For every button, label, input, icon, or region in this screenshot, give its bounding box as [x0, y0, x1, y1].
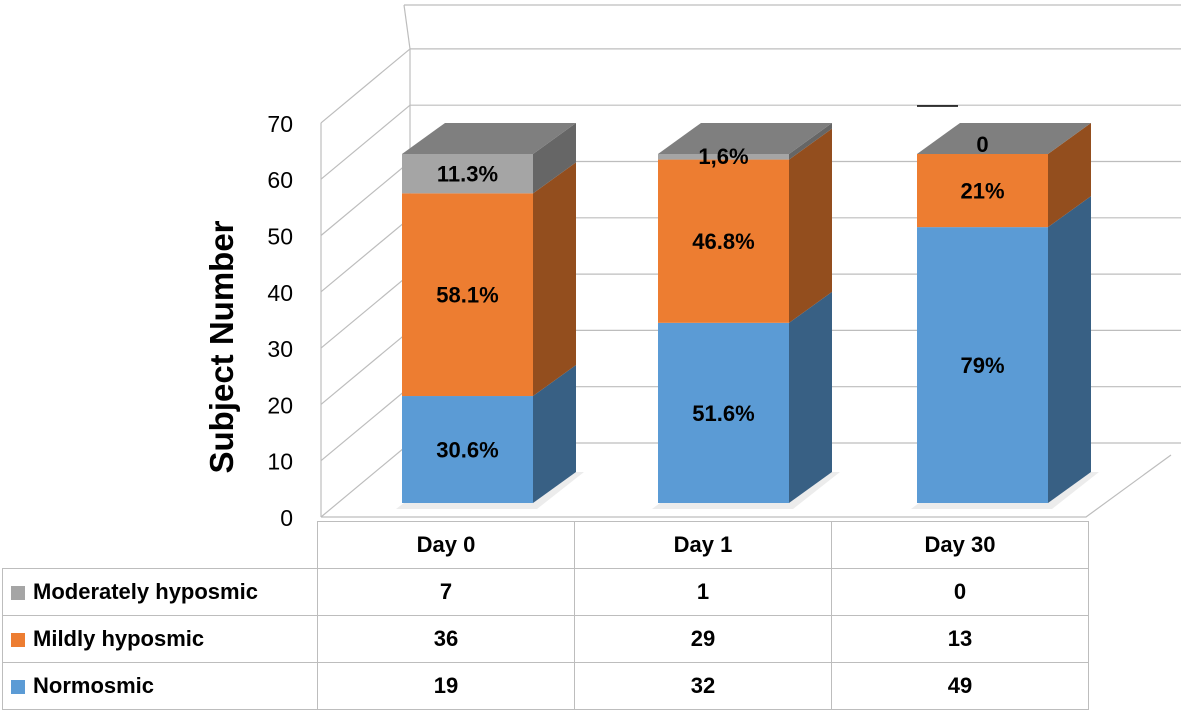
category-label: Day 0 — [317, 521, 575, 569]
table-cell-value: 19 — [317, 662, 575, 710]
data-label-normosmic: 79% — [960, 353, 1004, 378]
table-row-mildly-hyposmic: Mildly hyposmic 36 29 13 — [2, 615, 1089, 663]
gridline-side — [320, 48, 411, 124]
legend-entry: Mildly hyposmic — [2, 615, 318, 663]
gridline-side — [320, 161, 411, 236]
table-row-moderately-hyposmic: Moderately hyposmic 7 1 0 — [2, 568, 1089, 616]
legend-swatch-orange — [11, 633, 25, 647]
gridline-side — [320, 329, 411, 405]
data-label-normosmic: 30.6% — [436, 438, 498, 463]
gridline-side — [320, 104, 411, 180]
bar-segment-normosmic-side — [533, 365, 576, 503]
legend-entry: Moderately hyposmic — [2, 568, 318, 616]
legend-swatch-blue — [11, 680, 25, 694]
data-label-moderately-hyposmic: 0 — [976, 132, 988, 157]
table-cell-value: 32 — [574, 662, 832, 710]
bar-segment-mildly-hyposmic-side — [1048, 122, 1091, 228]
bar-segment-mildly-hyposmic-side — [533, 162, 576, 397]
y-tick-label: 10 — [267, 449, 293, 475]
bar-segment-normosmic-side — [1048, 196, 1091, 503]
data-label-mildly-hyposmic: 58.1% — [436, 283, 498, 308]
bar-top-face — [658, 122, 832, 154]
bar-segment-mildly-hyposmic — [658, 159, 789, 323]
bar-segment-mildly-hyposmic — [402, 193, 533, 397]
data-label-mildly-hyposmic: 46.8% — [692, 229, 754, 254]
gridline-side — [320, 386, 411, 462]
category-label: Day 1 — [574, 521, 832, 569]
bar-segment-normosmic — [658, 322, 789, 503]
gridline-side — [320, 217, 411, 293]
gridline-side — [320, 273, 411, 349]
y-tick-label: 20 — [267, 392, 293, 418]
bar-segment-moderately-hyposmic-side — [533, 122, 576, 194]
legend-label: Mildly hyposmic — [33, 626, 205, 651]
y-tick-label: 0 — [280, 505, 293, 531]
bar-segment-normosmic — [402, 396, 533, 503]
wall-top-edge — [403, 4, 411, 49]
data-label-moderately-hyposmic: 11.3% — [437, 162, 498, 187]
data-label-mildly-hyposmic: 21% — [960, 179, 1004, 204]
gridline-side — [320, 442, 411, 518]
data-table: Day 0 Day 1 Day 30 Moderately hyposmic 7… — [2, 521, 1089, 710]
bar-top-face — [402, 122, 576, 154]
y-tick-label: 70 — [267, 111, 293, 137]
table-cell-value: 29 — [574, 615, 832, 663]
legend-entry: Normosmic — [2, 662, 318, 710]
bar-segment-moderately-hyposmic — [658, 153, 789, 160]
y-axis-title: Subject Number — [203, 220, 240, 474]
data-table-header-row: Day 0 Day 1 Day 30 — [3, 521, 1089, 569]
y-tick-label: 40 — [267, 280, 293, 306]
table-cell-value: 36 — [317, 615, 575, 663]
bar-segment-mildly-hyposmic-side — [789, 128, 832, 323]
table-cell-value: 7 — [317, 568, 575, 616]
legend-label: Normosmic — [33, 673, 155, 698]
table-cell-value: 49 — [831, 662, 1089, 710]
bar-top-face — [917, 122, 1091, 154]
data-table-corner — [3, 522, 318, 569]
bar-segment-moderately-hyposmic — [402, 153, 533, 194]
bar-segment-mildly-hyposmic — [917, 153, 1048, 228]
table-cell-value: 0 — [831, 568, 1089, 616]
bar-segment-moderately-hyposmic-side — [789, 122, 832, 160]
bar-segment-normosmic-side — [789, 291, 832, 503]
y-tick-label: 50 — [267, 224, 293, 250]
bar-segment-normosmic — [917, 227, 1048, 503]
y-tick-label: 30 — [267, 336, 293, 362]
data-label-normosmic: 51.6% — [692, 401, 754, 426]
table-row-normosmic: Normosmic 19 32 49 — [2, 662, 1089, 710]
legend-swatch-gray — [11, 586, 25, 600]
category-label: Day 30 — [831, 521, 1089, 569]
data-label-moderately-hyposmic: 1,6% — [698, 144, 748, 169]
table-cell-value: 1 — [574, 568, 832, 616]
y-tick-label: 60 — [267, 167, 293, 193]
floor-edge — [321, 454, 1172, 518]
legend-label: Moderately hyposmic — [33, 579, 258, 604]
table-cell-value: 13 — [831, 615, 1089, 663]
